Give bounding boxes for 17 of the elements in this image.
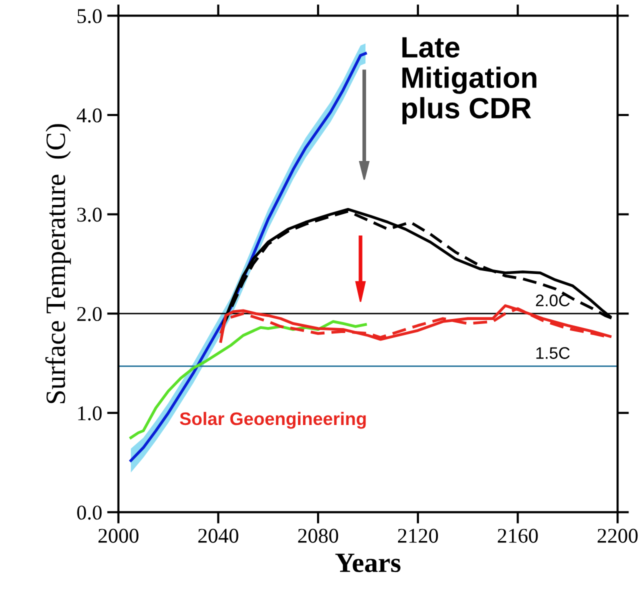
y-tick-label: 5.0 — [78, 9, 102, 24]
x-tick-label: 2000 — [98, 528, 138, 543]
x-tick-label: 2040 — [198, 528, 238, 543]
y-tick-label: 1.0 — [78, 406, 102, 420]
x-tick-label: 2160 — [498, 528, 538, 543]
ref-line-label: 1.5C — [536, 347, 570, 359]
x-tick-label: 2200 — [598, 528, 638, 543]
y-tick-label: 0.0 — [77, 506, 102, 520]
y-tick-label: 4.0 — [76, 108, 102, 123]
y-axis-title: Surface Temperature (C) — [45, 124, 71, 404]
x-axis-title: Years — [335, 554, 400, 572]
x-tick-label: 2120 — [398, 528, 438, 543]
y-tick-label: 2.0 — [77, 306, 102, 322]
y-tick-label: 3.0 — [77, 208, 102, 222]
annotation: Solar Geoengineering — [180, 412, 366, 429]
x-tick-label: 2080 — [298, 528, 338, 543]
annotation: Late Mitigation plus CDR — [402, 37, 536, 124]
